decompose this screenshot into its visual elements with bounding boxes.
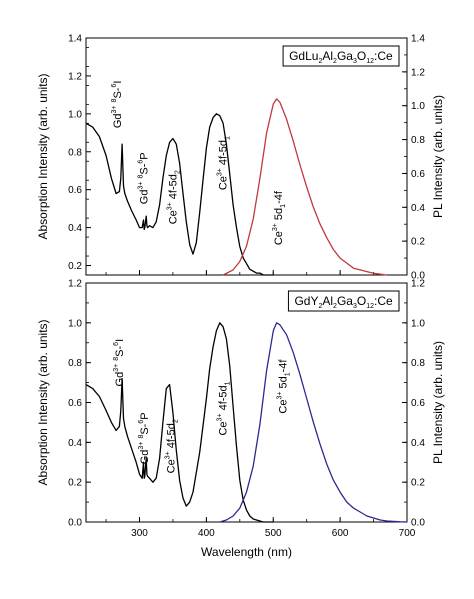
legend-box: [282, 45, 400, 67]
y-right-tick-label: 1.0: [411, 318, 425, 329]
y-right-tick-label: 0.4: [411, 203, 425, 214]
transition-label: Gd3+ 8S-6P: [138, 412, 151, 464]
y-left-tick-label: 0.4: [68, 223, 82, 234]
absorption-curve: [85, 113, 274, 276]
y-right-axis-title: PL Intensity (arb. units): [431, 341, 445, 464]
plot-frame: [85, 37, 408, 276]
y-left-tick-label: 0.2: [68, 261, 82, 272]
y-left-tick-label: 0.8: [68, 358, 82, 369]
transition-label: Ce3+ 4f-5d2: [166, 170, 181, 224]
x-tick-label: 300: [131, 528, 148, 539]
transition-label: Ce3+ 5d1-4f: [277, 359, 292, 414]
y-left-tick-label: 0.4: [68, 438, 82, 449]
pl-emission-curve: [222, 98, 387, 276]
x-tick-label: 400: [198, 528, 215, 539]
y-right-tick-label: 0.0: [411, 271, 425, 282]
y-right-tick-label: 0.8: [411, 358, 425, 369]
y-right-tick-label: 0.4: [411, 438, 425, 449]
chart-panel-2: 0.0 0.2 0.4 0.6 0.8 1.0 1.2 0.0 0.2 0.4 0.6 0.8 1.0 1…: [36, 279, 445, 560]
y-right-tick-label: 1.2: [411, 67, 425, 78]
legend-formula: GdY2Al2Ga3O12:Ce: [294, 294, 393, 310]
y-left-tick-label: 1.4: [68, 34, 82, 45]
transition-label: Gd3+ 8S-6P: [138, 152, 151, 204]
transition-label: Gd3+ 8S-6I: [113, 339, 126, 387]
y-right-tick-label: 0.2: [411, 237, 425, 248]
chart-panel-1: 0.2 0.4 0.6 0.8 1.0 1.2 1.4 0.0 0.2 0.4 0.6 0.8 1.0 1…: [36, 34, 445, 282]
y-right-tick-label: 0.6: [411, 169, 425, 180]
y-right-tick-label: 1.4: [411, 34, 425, 45]
transition-label: Ce3+ 4f-5d1: [216, 136, 231, 190]
y-left-tick-label: 0.0: [68, 518, 82, 529]
y-right-tick-label: 0.6: [411, 398, 425, 409]
y-left-tick-label: 0.8: [68, 147, 82, 158]
y-left-tick-label: 1.2: [68, 279, 82, 290]
x-tick-label: 600: [332, 528, 349, 539]
x-axis-title: Wavelength (nm): [201, 545, 292, 559]
absorption-curve: [85, 322, 274, 523]
y-left-tick-label: 0.2: [68, 478, 82, 489]
legend-formula: GdLu2Al2Ga3O12:Ce: [289, 49, 393, 65]
transition-label: Gd3+ 8S-6I: [111, 81, 124, 129]
x-tick-label: 500: [265, 528, 282, 539]
transition-label: Ce3+ 5d1-4f: [272, 190, 287, 245]
y-left-axis-title: Absorption Intensity (arb. units): [36, 73, 50, 239]
x-tick-label: 700: [399, 528, 416, 539]
y-right-tick-label: 1.2: [411, 279, 425, 290]
y-right-tick-label: 0.0: [411, 518, 425, 529]
y-right-tick-label: 0.2: [411, 478, 425, 489]
plot-frame: [85, 282, 408, 523]
y-right-tick-label: 0.8: [411, 135, 425, 146]
transition-label: Ce3+ 4f-5d2: [164, 419, 179, 473]
y-left-tick-label: 1.0: [68, 109, 82, 120]
y-left-tick-label: 0.6: [68, 185, 82, 196]
pl-emission-curve: [219, 322, 408, 523]
transition-label: Ce3+ 4f-5d1: [216, 381, 231, 435]
y-left-axis-title: Absorption Intensity (arb. units): [36, 319, 50, 485]
y-left-tick-label: 0.6: [68, 398, 82, 409]
legend-box: [287, 290, 400, 312]
y-right-axis-title: PL Intensity (arb. units): [431, 95, 445, 218]
y-right-tick-label: 1.0: [411, 101, 425, 112]
y-left-tick-label: 1.0: [68, 318, 82, 329]
y-left-tick-label: 1.2: [68, 71, 82, 82]
